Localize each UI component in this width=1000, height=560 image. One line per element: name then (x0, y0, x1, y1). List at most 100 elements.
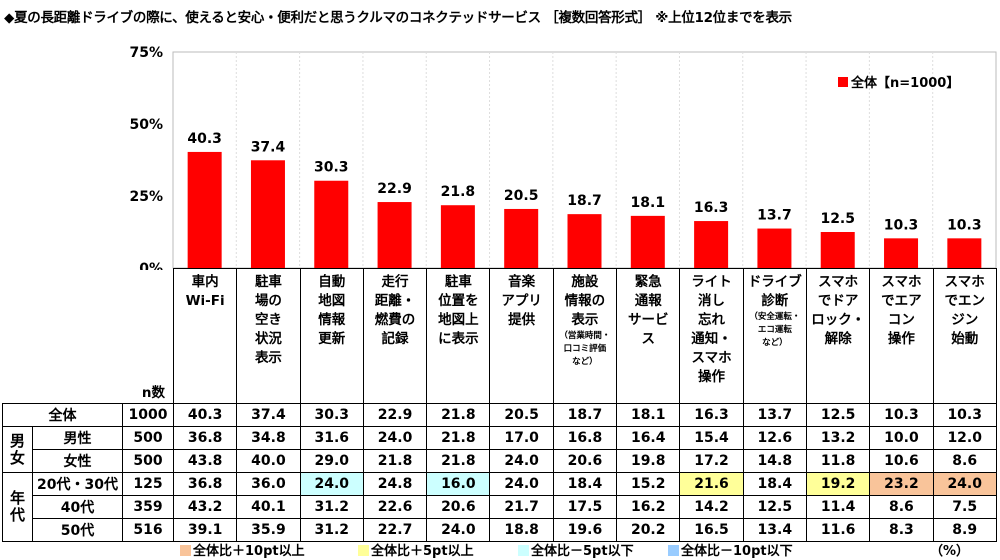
value-cell: 15.4 (679, 426, 744, 450)
data-label: 40.3 (187, 131, 222, 147)
blank-cell (3, 269, 123, 404)
n-cell: 1000 (122, 403, 174, 427)
header-line: 診断 (761, 293, 789, 309)
data-label: 16.3 (694, 200, 729, 216)
value-cell: 13.2 (805, 426, 871, 450)
value-cell: 16.2 (616, 495, 681, 519)
y-tick-label: 75% (129, 45, 163, 61)
value-cell: 21.8 (426, 449, 491, 473)
value-cell: 11.8 (805, 449, 871, 473)
table-row: 40代 359 43.2 40.1 31.2 22.6 20.6 21.7 17.5 16.2 14… (3, 495, 997, 519)
bar (694, 221, 729, 268)
header-line: アプリ (501, 293, 542, 309)
header-line: 空き (254, 312, 282, 328)
bar (250, 160, 285, 268)
data-label: 30.3 (314, 160, 349, 176)
header-note: （営業時間・ (559, 331, 611, 341)
value-cell: 19.8 (616, 449, 681, 473)
y-tick-label: 25% (129, 189, 163, 205)
data-label: 18.7 (567, 193, 602, 209)
value-cell: 11.6 (805, 518, 871, 542)
value-cell: 16.0 (426, 472, 491, 496)
header-line: 通知・ (691, 331, 732, 347)
value-cell: 19.6 (552, 518, 618, 542)
column-header: スマホ でエン ジン 始動 (932, 268, 997, 404)
column-header: スマホ でエア コン 操作 (869, 268, 934, 404)
value-cell: 16.5 (679, 518, 744, 542)
value-cell: 21.8 (362, 449, 428, 473)
value-cell: 12.6 (742, 426, 807, 450)
value-cell: 20.2 (616, 518, 681, 542)
value-cell: 12.0 (932, 426, 997, 450)
value-cell: 14.2 (679, 495, 744, 519)
value-cell: 31.6 (299, 426, 364, 450)
column-header: 車内 Wi-Fi (172, 268, 238, 404)
bar (757, 228, 792, 268)
data-label: 21.8 (441, 184, 476, 200)
value-cell: 43.8 (172, 449, 238, 473)
column-header: 駐車 場の 空き 状況 表示 (236, 268, 301, 404)
data-table: n数 車内 Wi-Fi 駐車 場の 空き 状況 表示 自動 地図 情報 更新 走行 距離・ 燃費の 記録 駐車位… (2, 268, 997, 542)
value-cell: 19.2 (805, 472, 871, 496)
value-cell: 18.4 (552, 472, 618, 496)
value-cell: 11.4 (805, 495, 871, 519)
column-header: スマホ でドア ロック・ 解除 (805, 268, 871, 404)
data-label: 18.1 (631, 195, 666, 211)
chart-legend: 全体【n=1000】 (838, 72, 959, 91)
header-line: 自動 (318, 274, 346, 290)
header-line: 情報の (564, 293, 606, 309)
header-line: でエン (944, 293, 985, 309)
header-line: 表示 (254, 350, 282, 366)
header-line: 音楽 (508, 274, 536, 290)
column-header: 音楽 アプリ 提供 (489, 268, 554, 404)
value-cell: 22.6 (362, 495, 428, 519)
column-header: ライト 消し 忘れ 通知・ スマホ 操作 (679, 268, 744, 404)
value-cell: 43.2 (172, 495, 238, 519)
value-cell: 21.8 (426, 403, 491, 427)
bar-chart: 0% 25% 50% 75% 40.3 37.4 30.3 22.9 21.8 20.5 18.7 1… (129, 45, 997, 270)
value-cell: 18.1 (616, 403, 681, 427)
value-cell: 20.6 (552, 449, 618, 473)
header-line: でドア (817, 293, 859, 309)
value-cell: 12.5 (742, 495, 807, 519)
n-cell: 500 (122, 426, 174, 450)
bar (504, 208, 539, 268)
header-line: ドライブ (747, 274, 802, 290)
header-line: ジン (951, 312, 979, 328)
bar (884, 238, 919, 268)
table-row: 全体 1000 40.3 37.4 30.3 22.9 21.8 20.5 18.7 18.1 16… (2, 403, 997, 427)
header-line: 忘れ (698, 312, 726, 328)
value-cell: 10.3 (869, 403, 934, 427)
header-line: ス (641, 331, 655, 347)
header-note: など） (762, 338, 788, 348)
row-label: 全体 (2, 403, 123, 427)
value-cell: 36.0 (236, 472, 301, 496)
value-cell: 17.2 (679, 449, 744, 473)
row-label: 40代 (32, 495, 123, 519)
value-cell: 15.2 (616, 472, 681, 496)
column-header: ドライブ 診断 （安全運転・ エコ運転 など） (742, 268, 807, 404)
value-cell: 40.1 (236, 495, 301, 519)
header-line: 位置を (438, 293, 479, 309)
value-cell: 40.0 (236, 449, 301, 473)
value-cell: 13.7 (742, 403, 807, 427)
y-tick-label: 0% (139, 261, 163, 270)
value-cell: 23.2 (869, 472, 934, 496)
legend-label: 全体【n=1000】 (851, 76, 960, 91)
bar (377, 202, 412, 268)
header-line: 施設 (571, 274, 599, 290)
header-line: 駐車 (444, 274, 472, 290)
value-cell: 12.5 (805, 403, 871, 427)
n-cell: 359 (122, 495, 174, 519)
value-cell: 10.3 (932, 403, 997, 427)
data-label: 12.5 (820, 211, 855, 227)
column-header: 施設 情報の 表示 （営業時間・ 口コミ評価 など） (552, 268, 618, 404)
value-cell: 24.0 (489, 472, 554, 496)
data-label: 20.5 (504, 188, 539, 204)
value-cell: 20.6 (426, 495, 491, 519)
value-cell: 35.9 (236, 518, 301, 542)
value-cell: 31.2 (299, 495, 364, 519)
header-line: 距離・ (374, 293, 416, 309)
bar (440, 205, 475, 268)
value-cell: 10.6 (869, 449, 934, 473)
